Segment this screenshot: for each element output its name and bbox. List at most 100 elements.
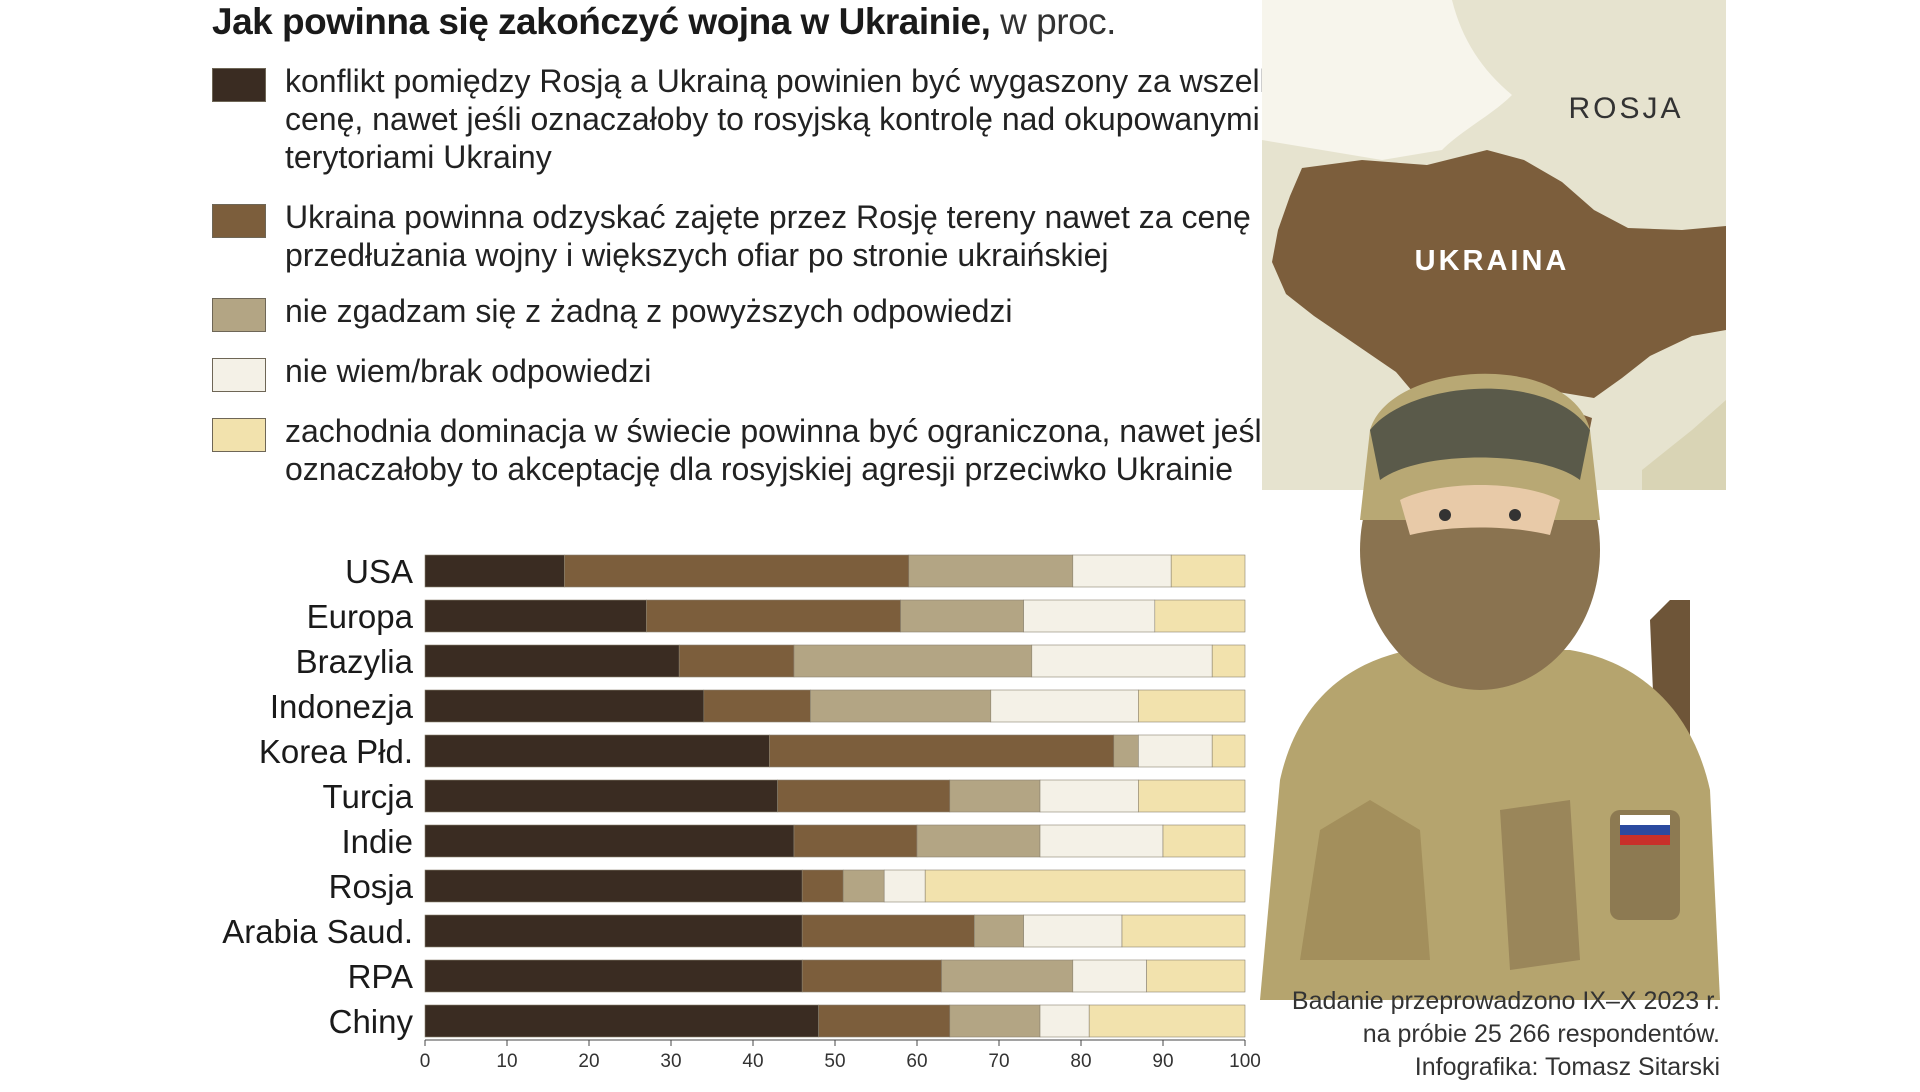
bar-segment <box>801 914 975 948</box>
bar-segment <box>1039 1004 1090 1038</box>
bar-segment <box>1023 914 1123 948</box>
bar-segment <box>1121 914 1246 948</box>
bar-segment <box>1138 689 1246 723</box>
bar-segment <box>941 959 1074 993</box>
legend-label-1: konflikt pomiędzy Rosją a Ukrainą powini… <box>285 63 1294 175</box>
eye-left <box>1439 509 1451 521</box>
category-label: Brazylia <box>296 643 414 680</box>
legend-swatch-1 <box>212 68 266 102</box>
x-tick-label: 20 <box>578 1051 599 1072</box>
bar-segment <box>1072 554 1172 588</box>
note-line-2: na próbie 25 266 respondentów. <box>1362 1020 1720 1048</box>
map-belarus-area <box>1262 0 1512 160</box>
bar-segment <box>777 779 951 813</box>
map-label-russia: ROSJA <box>1568 92 1683 125</box>
bar-segment <box>424 914 803 948</box>
bar-segment <box>883 869 926 903</box>
bar-segment <box>424 959 803 993</box>
x-tick-label: 30 <box>660 1051 681 1072</box>
x-tick-label: 40 <box>742 1051 763 1072</box>
bar-segment <box>818 1004 951 1038</box>
legend-label-4: nie wiem/brak odpowiedzi <box>285 353 652 389</box>
x-tick-label: 70 <box>988 1051 1009 1072</box>
bar-segment <box>424 1004 819 1038</box>
bar-segment <box>424 689 705 723</box>
bar-segment <box>678 644 795 678</box>
bar-segment <box>1088 1004 1246 1038</box>
bar-segment <box>1023 599 1156 633</box>
vest-pouch-right <box>1500 800 1580 970</box>
map-ukraine-area <box>1272 150 1726 418</box>
x-tick-label: 50 <box>824 1051 845 1072</box>
bar-segment <box>424 869 803 903</box>
face-eyes <box>1400 485 1560 535</box>
source-note: Badanie przeprowadzono IX–X 2023 r. na p… <box>1210 985 1720 1084</box>
bar-segment <box>1211 734 1246 768</box>
bar-segment <box>769 734 1115 768</box>
bar-segment <box>1072 959 1147 993</box>
goggles-icon <box>1370 388 1590 480</box>
bar-segment <box>424 644 680 678</box>
category-label: RPA <box>348 958 413 995</box>
x-tick-label: 90 <box>1152 1051 1173 1072</box>
x-tick-label: 80 <box>1070 1051 1091 1072</box>
map-label-ukraine: UKRAINA <box>1415 245 1570 277</box>
category-label: USA <box>345 553 413 590</box>
bars-layer <box>424 554 1246 1038</box>
bar-segment <box>1154 599 1246 633</box>
bar-segment <box>793 644 1033 678</box>
bar-segment <box>1113 734 1139 768</box>
note-line-3: Infografika: Tomasz Sitarski <box>1414 1053 1720 1081</box>
bar-segment <box>924 869 1246 903</box>
soldier-illustration-icon <box>1260 373 1720 1000</box>
category-label: Indie <box>341 823 413 860</box>
stacked-bar-chart: USA Europa Brazylia Indonezja Korea Płd. Turc… <box>222 553 1261 1072</box>
vest-pouch-left <box>1300 800 1430 960</box>
category-label: Rosja <box>329 868 414 905</box>
category-label: Europa <box>307 598 414 635</box>
chart-title: Jak powinna się zakończyć wojna w Ukrain… <box>212 0 1116 44</box>
category-label: Indonezja <box>270 688 414 725</box>
bar-segment <box>424 599 647 633</box>
eye-right <box>1509 509 1521 521</box>
title-unit: w proc. <box>1000 1 1116 42</box>
bar-segment <box>842 869 885 903</box>
title-main: Jak powinna się zakończyć wojna w Ukrain… <box>212 1 991 42</box>
bar-segment <box>564 554 910 588</box>
bar-segment <box>646 599 901 633</box>
bar-segment <box>810 689 992 723</box>
legend-swatch-3 <box>212 298 266 332</box>
bar-segment <box>1211 644 1246 678</box>
bar-segment <box>974 914 1024 948</box>
category-label: Turcja <box>323 778 414 815</box>
bar-segment <box>908 554 1074 588</box>
legend-label-3: nie zgadzam się z żadną z powyższych odp… <box>285 293 1013 329</box>
bar-segment <box>424 824 795 858</box>
bar-segment <box>1039 824 1164 858</box>
flag-stripe-blue <box>1620 825 1670 835</box>
x-axis-ticks: 0 10 20 30 40 50 60 70 80 90 100 <box>420 1039 1261 1072</box>
category-labels: USA Europa Brazylia Indonezja Korea Płd. Turc… <box>222 553 413 1040</box>
bar-segment <box>1031 644 1213 678</box>
legend-label-5: zachodnia dominacja w świecie powinna by… <box>285 413 1269 487</box>
bar-segment <box>703 689 811 723</box>
bar-segment <box>793 824 918 858</box>
flag-stripe-white <box>1620 815 1670 825</box>
x-tick-label: 0 <box>420 1051 431 1072</box>
x-tick-label: 100 <box>1229 1051 1261 1072</box>
bar-segment <box>990 689 1139 723</box>
bar-segment <box>424 734 770 768</box>
bar-segment <box>949 1004 1041 1038</box>
bar-segment <box>801 959 942 993</box>
bar-segment <box>900 599 1024 633</box>
legend-swatch-2 <box>212 204 266 238</box>
map-russia-south <box>1642 400 1726 490</box>
category-label: Korea Płd. <box>259 733 413 770</box>
bar-segment <box>1170 554 1246 588</box>
category-label: Chiny <box>329 1003 414 1040</box>
bar-segment <box>1162 824 1246 858</box>
bar-segment <box>1138 779 1246 813</box>
bar-segment <box>916 824 1041 858</box>
category-label: Arabia Saud. <box>222 913 413 950</box>
x-tick-label: 10 <box>496 1051 517 1072</box>
